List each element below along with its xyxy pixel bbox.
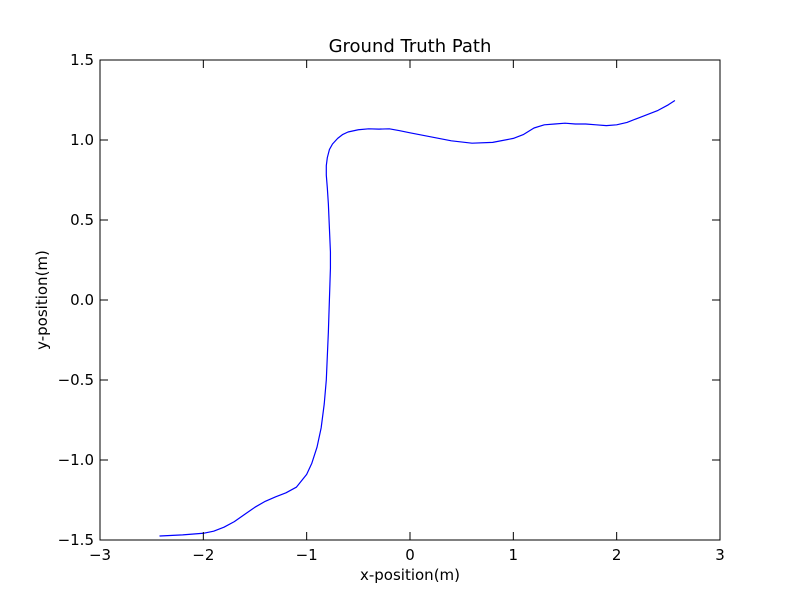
y-tick-label: −1.0: [58, 451, 94, 469]
x-tick-label: −3: [89, 546, 111, 564]
chart-title: Ground Truth Path: [329, 36, 492, 57]
series-line-ground-truth-path: [159, 100, 676, 537]
y-tick-label: 1.5: [70, 51, 94, 69]
y-axis-ticks: −1.5 −1.0 −0.5 0.0 0.5 1.0 1.5: [58, 51, 720, 549]
x-axis-label: x-position(m): [360, 566, 460, 584]
y-tick-label: 1.0: [70, 131, 94, 149]
y-tick-label: 0.5: [70, 211, 94, 229]
y-tick-label: −1.5: [58, 531, 94, 549]
y-axis-label: y-position(m): [33, 250, 51, 350]
y-tick-label: 0.0: [70, 291, 94, 309]
x-axis-ticks: −3 −2 −1 0 1 2 3: [89, 60, 725, 564]
x-tick-label: 2: [612, 546, 622, 564]
x-tick-label: 1: [509, 546, 519, 564]
x-tick-label: 0: [405, 546, 415, 564]
y-tick-label: −0.5: [58, 371, 94, 389]
x-tick-label: 3: [715, 546, 725, 564]
x-tick-label: −2: [192, 546, 214, 564]
x-tick-label: −1: [296, 546, 318, 564]
